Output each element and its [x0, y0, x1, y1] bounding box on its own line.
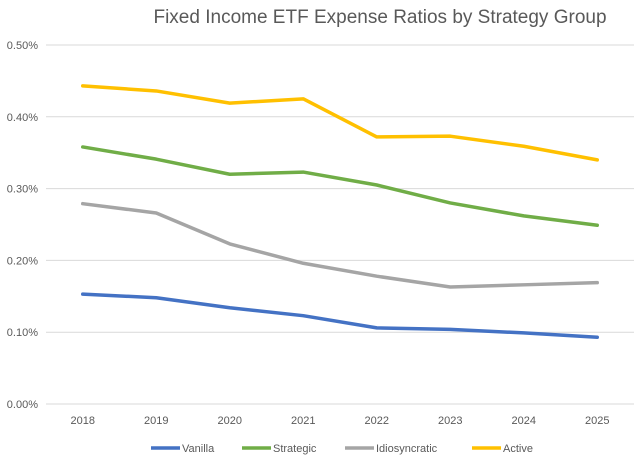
- series-line-strategic: [81, 145, 599, 227]
- y-tick-label: 0.00%: [7, 399, 38, 411]
- series-line-active: [81, 84, 599, 162]
- legend-label-active: Active: [503, 443, 533, 455]
- y-tick-label: 0.30%: [7, 184, 38, 196]
- chart-title: Fixed Income ETF Expense Ratios by Strat…: [153, 7, 606, 28]
- series-line-vanilla: [81, 292, 599, 339]
- legend-label-vanilla: Vanilla: [182, 443, 215, 455]
- x-tick-label: 2024: [512, 415, 536, 427]
- y-tick-label: 0.10%: [7, 327, 38, 339]
- legend-label-idiosyncratic: Idiosyncratic: [376, 443, 438, 455]
- x-tick-label: 2020: [218, 415, 242, 427]
- x-tick-label: 2023: [438, 415, 462, 427]
- legend-label-strategic: Strategic: [273, 443, 317, 455]
- x-tick-label: 2022: [365, 415, 389, 427]
- x-tick-label: 2018: [71, 415, 95, 427]
- series-line-idiosyncratic: [81, 201, 599, 289]
- x-tick-label: 2021: [291, 415, 315, 427]
- y-tick-label: 0.40%: [7, 112, 38, 124]
- x-tick-label: 2025: [585, 415, 609, 427]
- y-tick-label: 0.20%: [7, 255, 38, 267]
- x-tick-label: 2019: [144, 415, 168, 427]
- y-tick-label: 0.50%: [7, 40, 38, 52]
